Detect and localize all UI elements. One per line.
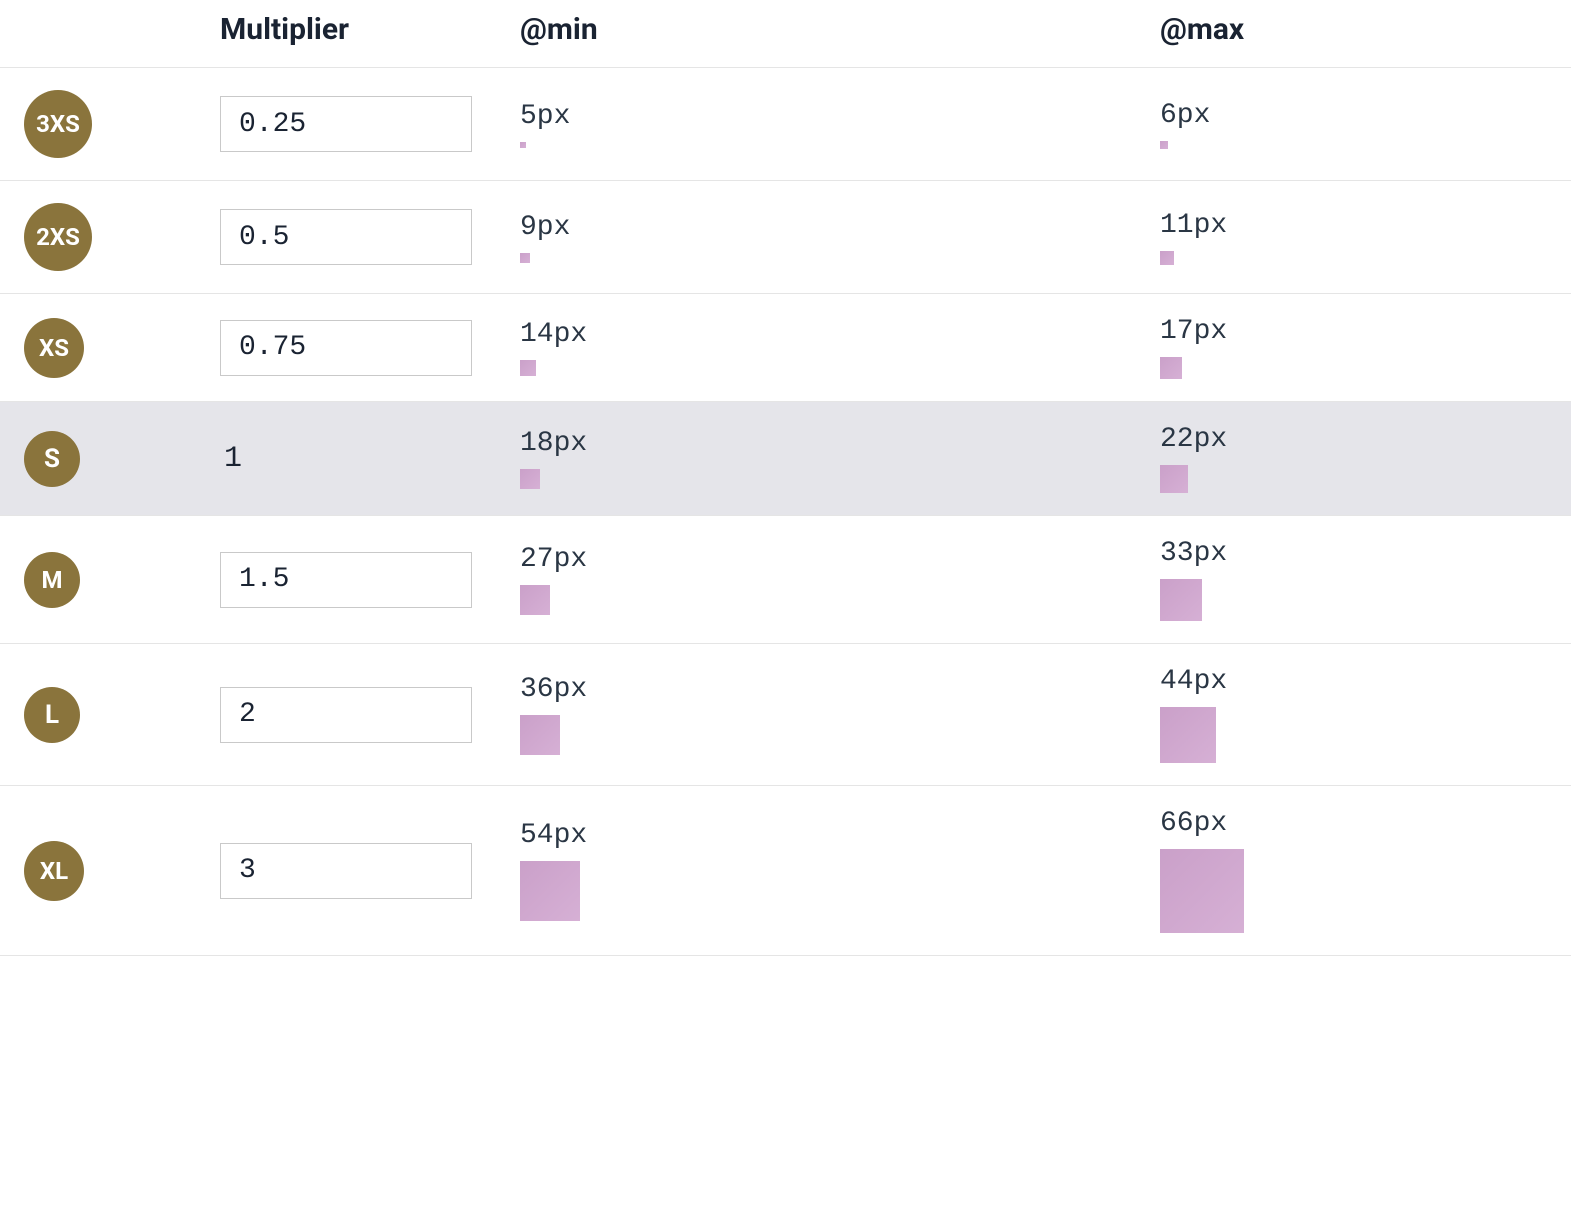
min-value-label: 36px: [520, 674, 587, 705]
max-value-label: 17px: [1160, 316, 1227, 347]
multiplier-input[interactable]: [220, 843, 472, 899]
min-cell: 36px: [520, 674, 1160, 755]
max-value-label: 11px: [1160, 210, 1227, 241]
max-cell: 17px: [1160, 316, 1571, 379]
table-row: L 36px 44px: [0, 644, 1571, 786]
multiplier-static: 1: [220, 442, 480, 476]
size-badge: XL: [24, 841, 84, 901]
min-value-label: 18px: [520, 428, 587, 459]
badge-cell: 2XS: [0, 203, 220, 271]
max-cell: 33px: [1160, 538, 1571, 621]
min-swatch: [520, 585, 550, 615]
size-badge: 2XS: [24, 203, 92, 271]
min-swatch: [520, 469, 540, 489]
table-header-row: Multiplier @min @max: [0, 0, 1571, 68]
multiplier-cell: 1: [220, 442, 520, 476]
max-swatch: [1160, 357, 1182, 379]
table-row: XS 14px 17px: [0, 294, 1571, 402]
min-cell: 5px: [520, 101, 1160, 148]
multiplier-cell: [220, 843, 520, 899]
size-badge: L: [24, 687, 80, 743]
max-value-label: 66px: [1160, 808, 1227, 839]
max-cell: 44px: [1160, 666, 1571, 763]
max-swatch: [1160, 849, 1244, 933]
min-cell: 18px: [520, 428, 1160, 489]
table-row: S 1 18px 22px: [0, 402, 1571, 516]
min-cell: 14px: [520, 319, 1160, 376]
max-cell: 22px: [1160, 424, 1571, 493]
min-cell: 27px: [520, 544, 1160, 615]
multiplier-input[interactable]: [220, 552, 472, 608]
multiplier-input[interactable]: [220, 96, 472, 152]
multiplier-cell: [220, 209, 520, 265]
min-swatch: [520, 142, 526, 148]
max-swatch: [1160, 579, 1202, 621]
multiplier-input[interactable]: [220, 320, 472, 376]
size-badge: 3XS: [24, 90, 92, 158]
max-swatch: [1160, 251, 1174, 265]
multiplier-input[interactable]: [220, 687, 472, 743]
max-swatch: [1160, 465, 1188, 493]
table-row: 2XS 9px 11px: [0, 181, 1571, 294]
multiplier-input[interactable]: [220, 209, 472, 265]
header-min: @min: [520, 12, 1160, 47]
max-value-label: 6px: [1160, 100, 1210, 131]
max-swatch: [1160, 707, 1216, 763]
table-row: XL 54px 66px: [0, 786, 1571, 956]
max-value-label: 33px: [1160, 538, 1227, 569]
badge-cell: XS: [0, 318, 220, 378]
min-value-label: 5px: [520, 101, 570, 132]
table-row: 3XS 5px 6px: [0, 68, 1571, 181]
multiplier-cell: [220, 552, 520, 608]
multiplier-cell: [220, 96, 520, 152]
min-value-label: 14px: [520, 319, 587, 350]
badge-cell: XL: [0, 841, 220, 901]
badge-cell: 3XS: [0, 90, 220, 158]
table-row: M 27px 33px: [0, 516, 1571, 644]
badge-cell: M: [0, 552, 220, 608]
min-cell: 54px: [520, 820, 1160, 921]
min-swatch: [520, 360, 536, 376]
header-multiplier: Multiplier: [220, 12, 520, 47]
size-badge: M: [24, 552, 80, 608]
min-swatch: [520, 861, 580, 921]
multiplier-cell: [220, 687, 520, 743]
max-value-label: 22px: [1160, 424, 1227, 455]
max-cell: 66px: [1160, 808, 1571, 933]
size-badge: S: [24, 431, 80, 487]
max-cell: 6px: [1160, 100, 1571, 149]
size-badge: XS: [24, 318, 84, 378]
min-cell: 9px: [520, 212, 1160, 263]
min-swatch: [520, 253, 530, 263]
badge-cell: L: [0, 687, 220, 743]
max-value-label: 44px: [1160, 666, 1227, 697]
max-swatch: [1160, 141, 1168, 149]
min-value-label: 9px: [520, 212, 570, 243]
max-cell: 11px: [1160, 210, 1571, 265]
min-value-label: 27px: [520, 544, 587, 575]
header-max: @max: [1160, 12, 1571, 47]
min-value-label: 54px: [520, 820, 587, 851]
table-body: 3XS 5px 6px 2XS 9px 11px XS 14px 17px S 1 18px 22px M…: [0, 68, 1571, 956]
multiplier-cell: [220, 320, 520, 376]
badge-cell: S: [0, 431, 220, 487]
min-swatch: [520, 715, 560, 755]
space-scale-table: Multiplier @min @max 3XS 5px 6px 2XS 9px 11px…: [0, 0, 1571, 956]
